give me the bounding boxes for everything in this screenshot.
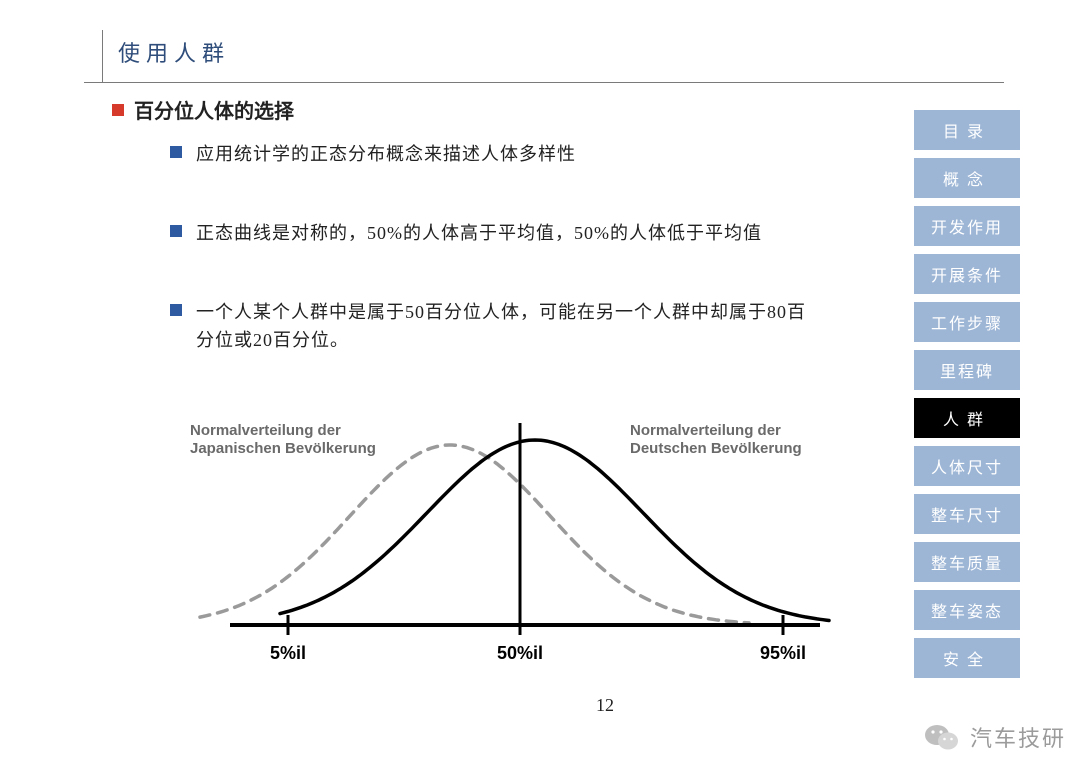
slide: 使用人群 百分位人体的选择 应用统计学的正态分布概念来描述人体多样性 正态曲线是… xyxy=(0,0,1080,763)
bullet-text: 应用统计学的正态分布概念来描述人体多样性 xyxy=(196,140,576,169)
svg-text:Normalverteilung der: Normalverteilung der xyxy=(630,422,781,439)
blue-square-icon xyxy=(170,146,182,158)
bullet-item: 正态曲线是对称的，50%的人体高于平均值，50%的人体低于平均值 xyxy=(170,219,820,248)
side-nav: 目录概念开发作用开展条件工作步骤里程碑人群人体尺寸整车尺寸整车质量整车姿态安全 xyxy=(914,110,1020,678)
nav-item[interactable]: 目录 xyxy=(914,110,1020,150)
nav-item[interactable]: 开发作用 xyxy=(914,206,1020,246)
nav-item[interactable]: 概念 xyxy=(914,158,1020,198)
nav-item[interactable]: 整车姿态 xyxy=(914,590,1020,630)
nav-item[interactable]: 整车尺寸 xyxy=(914,494,1020,534)
normal-distribution-chart: 5%il50%il95%ilNormalverteilung derJapani… xyxy=(190,395,840,675)
bullet-text: 一个人某个人群中是属于50百分位人体，可能在另一个人群中却属于80百分位或20百… xyxy=(196,298,820,356)
section-heading: 百分位人体的选择 xyxy=(112,95,294,124)
bullet-item: 应用统计学的正态分布概念来描述人体多样性 xyxy=(170,140,820,169)
nav-item[interactable]: 工作步骤 xyxy=(914,302,1020,342)
svg-text:50%il: 50%il xyxy=(497,643,543,663)
blue-square-icon xyxy=(170,304,182,316)
footer-source: 汽车技研 xyxy=(924,721,1066,753)
title-horizontal-rule xyxy=(84,82,1004,83)
svg-text:Japanischen Bevölkerung: Japanischen Bevölkerung xyxy=(190,440,376,457)
blue-square-icon xyxy=(170,225,182,237)
title-vertical-rule xyxy=(102,30,103,82)
nav-item[interactable]: 人体尺寸 xyxy=(914,446,1020,486)
page-number: 12 xyxy=(596,695,614,716)
nav-item[interactable]: 整车质量 xyxy=(914,542,1020,582)
bullet-item: 一个人某个人群中是属于50百分位人体，可能在另一个人群中却属于80百分位或20百… xyxy=(170,298,820,356)
nav-item[interactable]: 里程碑 xyxy=(914,350,1020,390)
footer-source-text: 汽车技研 xyxy=(970,721,1066,753)
nav-item[interactable]: 人群 xyxy=(914,398,1020,438)
bullet-list: 应用统计学的正态分布概念来描述人体多样性 正态曲线是对称的，50%的人体高于平均… xyxy=(170,140,820,405)
svg-text:Deutschen Bevölkerung: Deutschen Bevölkerung xyxy=(630,440,802,457)
svg-text:5%il: 5%il xyxy=(270,643,306,663)
svg-text:Normalverteilung der: Normalverteilung der xyxy=(190,422,341,439)
nav-item[interactable]: 开展条件 xyxy=(914,254,1020,294)
nav-item[interactable]: 安全 xyxy=(914,638,1020,678)
section-heading-text: 百分位人体的选择 xyxy=(134,95,294,124)
red-square-icon xyxy=(112,104,124,116)
wechat-icon xyxy=(924,722,960,752)
bullet-text: 正态曲线是对称的，50%的人体高于平均值，50%的人体低于平均值 xyxy=(196,219,762,248)
page-title: 使用人群 xyxy=(118,36,230,68)
svg-text:95%il: 95%il xyxy=(760,643,806,663)
